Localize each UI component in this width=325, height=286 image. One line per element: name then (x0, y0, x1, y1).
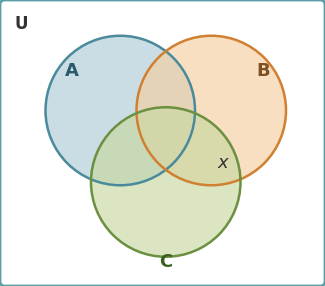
Text: U: U (15, 15, 28, 33)
Text: B: B (256, 63, 270, 80)
Text: C: C (159, 253, 172, 271)
Circle shape (46, 36, 195, 185)
Circle shape (91, 107, 240, 257)
Text: x: x (217, 154, 228, 172)
Circle shape (136, 36, 286, 185)
Text: A: A (65, 63, 78, 80)
